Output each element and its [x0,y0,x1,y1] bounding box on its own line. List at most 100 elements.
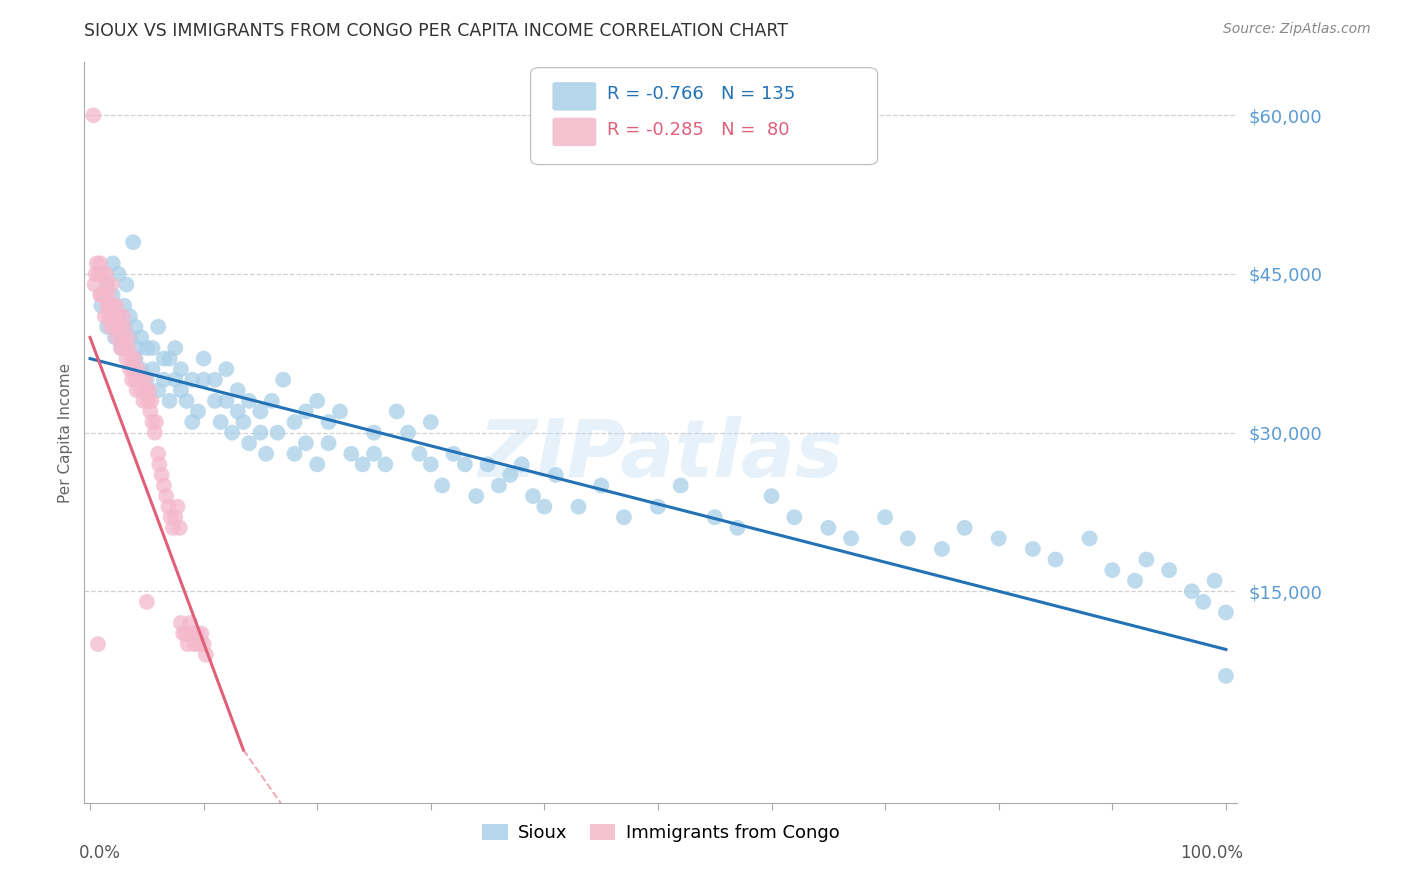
Point [1181,584,1204,599]
Point [145,415,167,429]
Point [221,425,243,440]
Point [121,373,143,387]
Point [138,384,160,398]
Point [170,384,193,398]
Point [1204,574,1226,588]
Legend: Sioux, Immigrants from Congo: Sioux, Immigrants from Congo [475,816,846,849]
Point [181,373,204,387]
Point [931,541,953,556]
Point [111,310,134,324]
Point [238,393,260,408]
Point [254,447,277,461]
Point [295,436,318,450]
Point [90,299,112,313]
Point [135,341,157,355]
Point [104,330,127,344]
Point [544,467,567,482]
Point [875,510,897,524]
Point [166,500,188,514]
Point [141,393,163,408]
Point [141,362,163,376]
Point [783,510,806,524]
Point [96,299,118,313]
Point [295,404,318,418]
Point [283,415,305,429]
Point [96,277,118,292]
Point [159,510,181,524]
Point [153,478,176,492]
Point [132,393,155,408]
Point [84,267,107,281]
Point [181,626,204,640]
Point [107,310,129,324]
Y-axis label: Per Capita Income: Per Capita Income [58,362,73,503]
Point [1215,669,1237,683]
Point [150,467,173,482]
Point [226,384,249,398]
Point [318,415,340,429]
Text: Source: ZipAtlas.com: Source: ZipAtlas.com [1223,22,1371,37]
Point [91,267,114,281]
Point [86,256,108,270]
Point [209,415,232,429]
Point [271,373,294,387]
Point [134,373,156,387]
Point [187,404,209,418]
Point [179,615,201,630]
Text: 100.0%: 100.0% [1180,844,1243,862]
Point [118,330,141,344]
Point [352,458,374,472]
Point [94,310,117,324]
Point [1159,563,1181,577]
Point [232,415,254,429]
Point [170,362,193,376]
Point [129,384,152,398]
Point [669,478,692,492]
Point [340,447,363,461]
Point [953,521,976,535]
Point [118,341,141,355]
Point [176,393,198,408]
Point [153,351,176,366]
Point [454,458,477,472]
Point [107,310,129,324]
Point [159,393,181,408]
Point [148,447,170,461]
Point [96,319,118,334]
Point [89,256,111,270]
Point [226,404,249,418]
Point [204,373,226,387]
Point [183,637,205,651]
Point [249,404,271,418]
Point [703,510,725,524]
Text: 0.0%: 0.0% [79,844,121,862]
Point [1101,563,1123,577]
Point [141,415,163,429]
Point [135,384,157,398]
Point [101,288,124,302]
Point [193,351,215,366]
Point [283,447,305,461]
Point [363,447,385,461]
Point [169,521,191,535]
Point [124,373,146,387]
Point [385,404,408,418]
Point [419,415,441,429]
FancyBboxPatch shape [553,82,596,111]
Point [153,373,176,387]
Point [112,299,135,313]
Point [105,330,128,344]
Point [110,341,132,355]
Point [1045,552,1067,566]
Point [129,330,152,344]
Point [148,319,170,334]
Point [124,351,146,366]
Point [97,288,120,302]
Point [98,299,121,313]
Point [98,310,121,324]
Point [120,351,142,366]
Point [127,362,149,376]
Point [477,458,499,472]
Point [90,288,112,302]
Point [193,373,215,387]
